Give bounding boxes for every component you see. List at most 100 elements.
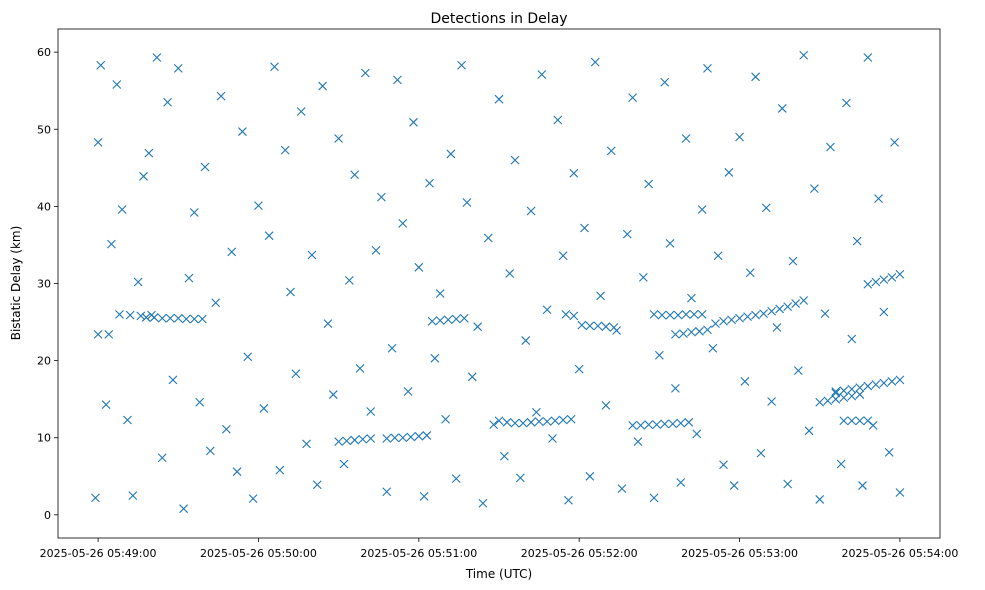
data-point bbox=[542, 417, 552, 426]
data-point bbox=[569, 168, 579, 178]
data-point bbox=[173, 63, 183, 73]
data-point bbox=[847, 416, 857, 426]
data-point bbox=[125, 310, 135, 320]
data-point bbox=[676, 418, 686, 428]
data-point bbox=[751, 72, 760, 82]
data-point bbox=[593, 321, 603, 331]
data-point bbox=[168, 375, 178, 385]
data-point bbox=[451, 314, 461, 324]
data-point bbox=[355, 363, 365, 373]
data-point bbox=[863, 279, 873, 289]
data-point bbox=[259, 404, 269, 413]
data-point bbox=[791, 299, 801, 308]
y-tick-label: 50 bbox=[37, 123, 51, 136]
data-point bbox=[671, 383, 680, 393]
data-point bbox=[537, 70, 547, 79]
data-point bbox=[657, 310, 667, 320]
data-point bbox=[601, 400, 611, 410]
data-point bbox=[382, 487, 392, 497]
data-point bbox=[847, 384, 857, 394]
data-point bbox=[836, 459, 846, 469]
data-point bbox=[569, 311, 579, 321]
data-point bbox=[574, 364, 584, 374]
data-point bbox=[318, 81, 327, 91]
data-point bbox=[652, 420, 662, 430]
data-point bbox=[654, 350, 664, 360]
x-tick-label: 2025-05-26 05:52:00 bbox=[521, 547, 638, 560]
data-point bbox=[636, 421, 646, 430]
data-point bbox=[724, 168, 734, 177]
y-tick-label: 0 bbox=[44, 509, 51, 522]
data-point bbox=[601, 322, 611, 332]
data-point bbox=[205, 446, 215, 456]
data-point bbox=[133, 277, 143, 287]
data-point bbox=[502, 417, 512, 427]
data-point bbox=[371, 245, 381, 255]
data-point bbox=[660, 419, 670, 429]
data-point bbox=[339, 459, 349, 469]
data-point bbox=[687, 293, 696, 303]
data-point bbox=[390, 433, 400, 443]
data-point bbox=[238, 127, 247, 136]
data-point bbox=[149, 313, 159, 322]
data-point bbox=[855, 383, 865, 393]
data-point bbox=[264, 231, 274, 241]
data-point bbox=[441, 414, 450, 424]
data-point bbox=[358, 434, 368, 444]
data-point bbox=[377, 192, 386, 202]
data-point bbox=[409, 117, 418, 127]
data-point bbox=[360, 68, 370, 78]
scatter-points bbox=[91, 50, 905, 514]
data-point bbox=[863, 381, 873, 391]
data-point bbox=[665, 239, 675, 248]
data-point bbox=[227, 247, 237, 257]
data-point bbox=[740, 377, 750, 386]
data-point bbox=[443, 315, 453, 325]
data-point bbox=[489, 420, 499, 430]
data-point bbox=[139, 171, 148, 181]
data-point bbox=[117, 205, 127, 214]
data-point bbox=[585, 321, 595, 331]
data-point bbox=[863, 53, 873, 62]
data-point bbox=[542, 305, 552, 315]
data-point bbox=[809, 184, 819, 194]
data-point bbox=[157, 453, 167, 463]
data-point bbox=[393, 75, 402, 85]
data-point bbox=[735, 132, 744, 142]
data-point bbox=[334, 437, 344, 446]
data-point bbox=[681, 309, 691, 319]
data-point bbox=[708, 343, 718, 353]
data-point bbox=[101, 400, 111, 409]
data-point bbox=[275, 465, 285, 475]
data-point bbox=[296, 107, 306, 116]
data-point bbox=[398, 218, 408, 228]
data-point bbox=[711, 319, 720, 328]
x-tick-label: 2025-05-26 05:54:00 bbox=[841, 547, 958, 560]
data-point bbox=[307, 250, 317, 260]
data-point bbox=[671, 330, 680, 339]
data-point bbox=[446, 149, 456, 159]
data-point bbox=[799, 50, 809, 60]
data-point bbox=[144, 148, 154, 158]
data-point bbox=[136, 311, 146, 321]
data-point bbox=[526, 417, 536, 427]
data-point bbox=[887, 377, 897, 386]
data-point bbox=[342, 436, 352, 446]
data-point bbox=[163, 97, 172, 107]
data-point bbox=[93, 137, 103, 147]
data-point bbox=[189, 314, 199, 324]
data-point bbox=[852, 236, 862, 246]
data-point bbox=[499, 451, 509, 461]
data-point bbox=[165, 313, 175, 323]
data-point bbox=[799, 296, 809, 305]
data-point bbox=[703, 63, 712, 73]
plot-frame bbox=[57, 28, 941, 539]
data-point bbox=[735, 313, 744, 323]
data-point bbox=[459, 313, 469, 323]
data-point bbox=[879, 378, 889, 388]
data-point bbox=[884, 448, 894, 457]
data-point bbox=[473, 322, 483, 332]
data-point bbox=[270, 62, 279, 72]
data-point bbox=[772, 323, 782, 332]
